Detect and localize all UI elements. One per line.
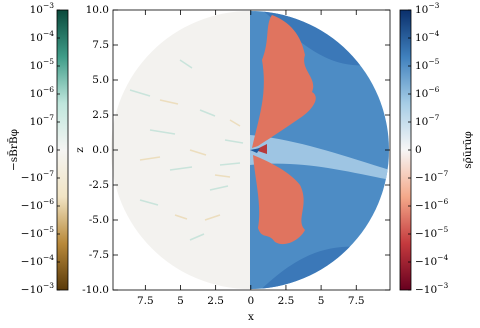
colorbar-tick-label: 10−5 (30, 57, 55, 72)
colorbar-tick-label: 10−3 (30, 1, 55, 16)
tick-base: 10 (415, 4, 428, 16)
tick-base: −10 (415, 228, 437, 240)
tick-base: −10 (415, 200, 437, 212)
tick-exponent: −6 (437, 197, 448, 206)
y-tick-label: 7.5 (92, 39, 109, 51)
tick-base: −10 (415, 256, 437, 268)
colorbar-tick-label: −10−4 (415, 253, 448, 268)
y-tick-label: -2.5 (89, 179, 109, 191)
x-tick-label: 2.5 (278, 295, 295, 307)
x-axis-label: x (248, 311, 254, 323)
heatmap-image (111, 11, 389, 289)
colorbar-tick-label: −10−5 (21, 225, 54, 240)
colorbar-tick-label: −10−3 (21, 281, 54, 296)
colorbar-tick-label: −10−4 (21, 253, 54, 268)
colorbar-tick-label: 10−7 (30, 113, 55, 128)
colorbar-tick-label: −10−6 (415, 197, 448, 212)
y-tick-label: -5.0 (89, 214, 109, 226)
colorbar-tick-label: −10−3 (415, 281, 448, 296)
y-tick-label: 5.0 (92, 74, 109, 86)
tick-exponent: −3 (428, 1, 439, 10)
tick-exponent: −5 (43, 225, 54, 234)
y-tick-label: 10.0 (86, 4, 109, 16)
colorbar-tick-label: 10−4 (415, 29, 440, 44)
tick-base: 10 (415, 60, 428, 72)
colorbar-tick-label: −10−7 (415, 169, 448, 184)
tick-exponent: −6 (43, 197, 54, 206)
colorbar-tick-label: 10−3 (415, 1, 440, 16)
tick-base: −10 (415, 284, 437, 296)
tick-exponent: −3 (43, 281, 54, 290)
x-tick-label: 0 (247, 295, 254, 307)
tick-exponent: −4 (43, 253, 54, 262)
tick-exponent: −5 (43, 57, 54, 66)
tick-exponent: −4 (428, 29, 439, 38)
colorbar-tick-label: 10−6 (30, 85, 55, 100)
tick-exponent: −6 (43, 85, 54, 94)
tick-base: −10 (21, 172, 43, 184)
tick-base: −10 (21, 200, 43, 212)
tick-exponent: −4 (437, 253, 448, 262)
y-axis-label: z (74, 147, 86, 153)
colorbar-tick-label: 10−7 (415, 113, 440, 128)
tick-base: 10 (415, 116, 428, 128)
tick-base: 10 (30, 116, 43, 128)
tick-base: 10 (415, 88, 428, 100)
colorbar-tick-label: −10−7 (21, 169, 54, 184)
x-tick-label: 2.5 (207, 295, 224, 307)
tick-base: 10 (30, 60, 43, 72)
y-tick-label: 2.5 (92, 109, 109, 121)
colorbar-label: −sB̄rB̄φ (7, 129, 20, 171)
x-tick-label: 7.5 (348, 295, 365, 307)
colorbar-tick-label: 0 (415, 144, 422, 156)
colorbar-tick-label: 0 (47, 144, 54, 156)
tick-exponent: −3 (43, 1, 54, 10)
x-tick-label: 7.5 (137, 295, 154, 307)
tick-exponent: −3 (437, 281, 448, 290)
tick-exponent: −4 (43, 29, 54, 38)
colorbar-label: sρ̄ũrũφ (462, 131, 474, 168)
tick-base: 10 (30, 88, 43, 100)
tick-exponent: −7 (437, 169, 448, 178)
tick-base: −10 (21, 256, 43, 268)
y-tick-label: 0.0 (92, 144, 109, 156)
tick-base: −10 (21, 284, 43, 296)
tick-base: −10 (21, 228, 43, 240)
tick-base: 10 (415, 32, 428, 44)
y-tick-label: -7.5 (89, 249, 109, 261)
tick-base: −10 (415, 172, 437, 184)
colorbar-tick-label: 10−6 (415, 85, 440, 100)
tick-exponent: −7 (43, 113, 54, 122)
y-tick-label: -10.0 (82, 284, 109, 296)
colorbar-tick-label: 10−4 (30, 29, 55, 44)
tick-exponent: −7 (428, 113, 439, 122)
colorbar-tick-label: 10−5 (415, 57, 440, 72)
x-tick-label: 5 (177, 295, 184, 307)
tick-exponent: −7 (43, 169, 54, 178)
tick-exponent: −5 (437, 225, 448, 234)
tick-exponent: −6 (428, 85, 439, 94)
x-tick-label: 5 (318, 295, 325, 307)
tick-base: 10 (30, 32, 43, 44)
tick-exponent: −5 (428, 57, 439, 66)
colorbar-tick-label: −10−5 (415, 225, 448, 240)
colorbar-tick-label: −10−6 (21, 197, 54, 212)
tick-base: 10 (30, 4, 43, 16)
